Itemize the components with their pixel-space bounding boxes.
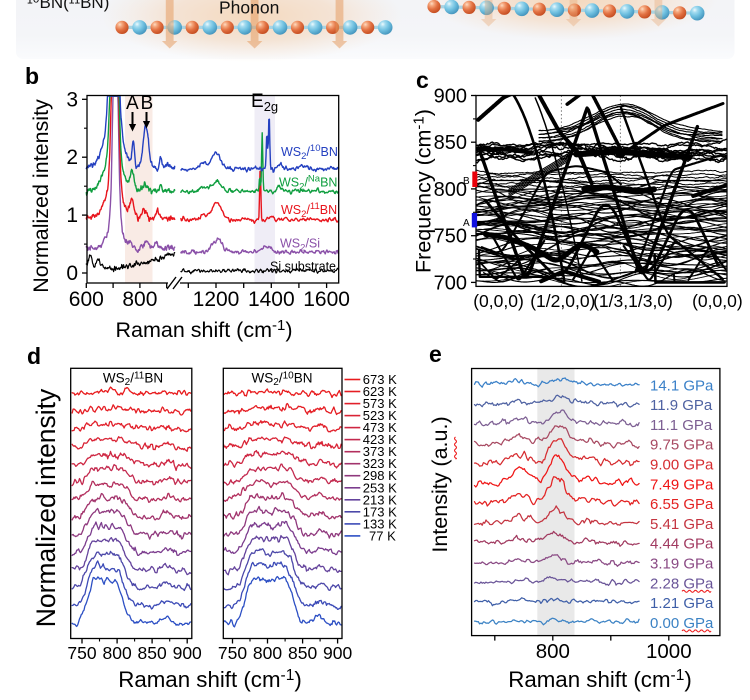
svg-text:Frequency (cm-1): Frequency (cm-1) [411, 109, 436, 273]
svg-text:WS2/10BN: WS2/10BN [281, 143, 338, 162]
svg-text:373 K: 373 K [363, 444, 397, 459]
svg-text:423 K: 423 K [363, 432, 397, 447]
svg-text:B: B [463, 176, 470, 187]
svg-text:173 K: 173 K [363, 504, 397, 519]
svg-text:5.41 GPa: 5.41 GPa [650, 516, 714, 533]
svg-text:Raman shift (cm-1): Raman shift (cm-1) [115, 317, 292, 342]
svg-text:c: c [416, 67, 429, 93]
svg-text:573 K: 573 K [363, 396, 397, 411]
svg-text:Intensity (a.u.): Intensity (a.u.) [428, 416, 452, 552]
svg-text:b: b [25, 63, 39, 89]
svg-text:850: 850 [137, 643, 166, 663]
svg-text:Normalized intensity: Normalized intensity [29, 99, 53, 293]
svg-text:253 K: 253 K [363, 480, 397, 495]
svg-text:7.49 GPa: 7.49 GPa [650, 476, 714, 493]
svg-text:3.19 GPa: 3.19 GPa [650, 556, 714, 573]
svg-text:Phonon: Phonon [219, 0, 279, 18]
svg-text:77 K: 77 K [369, 528, 396, 543]
svg-text:700: 700 [434, 272, 467, 294]
svg-text:(0,0,0): (0,0,0) [692, 291, 743, 311]
svg-text:750: 750 [67, 643, 96, 663]
svg-text:800: 800 [102, 643, 131, 663]
svg-text:2: 2 [66, 146, 78, 169]
svg-text:900: 900 [173, 643, 202, 663]
svg-text:900: 900 [434, 86, 467, 108]
svg-text:11.9 GPa: 11.9 GPa [650, 397, 713, 414]
svg-text:Si substrate: Si substrate [270, 260, 336, 274]
svg-text:523 K: 523 K [363, 408, 397, 423]
svg-text:800: 800 [122, 288, 157, 311]
svg-text:4.44 GPa: 4.44 GPa [650, 536, 714, 553]
svg-text:1.21 GPa: 1.21 GPa [650, 595, 714, 612]
svg-text:298 K: 298 K [363, 468, 397, 483]
svg-text:WS2/11BN: WS2/11BN [103, 371, 163, 389]
svg-text:1600: 1600 [303, 288, 350, 311]
svg-text:Raman shift (cm-1): Raman shift (cm-1) [508, 667, 692, 692]
svg-text:900: 900 [323, 643, 352, 663]
svg-text:750: 750 [434, 226, 467, 248]
svg-text:850: 850 [288, 643, 317, 663]
svg-text:¹⁰BN(¹¹BN): ¹⁰BN(¹¹BN) [27, 0, 109, 12]
svg-text:800: 800 [536, 640, 570, 663]
svg-text:11.1 GPa: 11.1 GPa [650, 417, 713, 434]
svg-text:A: A [463, 218, 470, 229]
svg-text:B: B [141, 93, 154, 114]
svg-text:323 K: 323 K [363, 456, 397, 471]
svg-text:1200: 1200 [193, 288, 240, 311]
svg-text:0: 0 [66, 262, 78, 285]
svg-text:WS2/Si: WS2/Si [280, 237, 320, 254]
svg-text:14.1 GPa: 14.1 GPa [650, 377, 714, 394]
svg-text:750: 750 [218, 643, 247, 663]
svg-text:1: 1 [66, 204, 78, 227]
svg-text:673 K: 673 K [363, 372, 397, 387]
svg-text:600: 600 [69, 288, 104, 311]
svg-text:Raman shift (cm-1): Raman shift (cm-1) [118, 667, 302, 692]
svg-text:1400: 1400 [248, 288, 295, 311]
svg-text:d: d [27, 343, 41, 369]
svg-text:(0,0,0): (0,0,0) [473, 291, 524, 311]
svg-text:WS2/11BN: WS2/11BN [281, 201, 337, 220]
svg-text:6.55 GPa: 6.55 GPa [650, 496, 714, 513]
svg-text:(1/2,0,0): (1/2,0,0) [530, 291, 595, 311]
svg-text:0.00 GPa: 0.00 GPa [650, 615, 714, 632]
svg-text:800: 800 [434, 179, 467, 201]
svg-text:800: 800 [253, 643, 282, 663]
svg-text:1000: 1000 [646, 640, 692, 663]
svg-text:133 K: 133 K [363, 516, 397, 531]
svg-text:3: 3 [66, 88, 78, 111]
svg-text:213 K: 213 K [363, 492, 397, 507]
svg-text:(1/3,1/3,0): (1/3,1/3,0) [593, 291, 673, 311]
svg-text:A: A [126, 93, 139, 114]
svg-text:e: e [429, 341, 442, 367]
svg-text:850: 850 [434, 132, 467, 154]
svg-text:WS2/NaBN: WS2/NaBN [279, 174, 337, 193]
svg-text:473 K: 473 K [363, 420, 397, 435]
svg-text:623 K: 623 K [363, 384, 397, 399]
svg-text:9.00 GPa: 9.00 GPa [650, 457, 714, 474]
svg-text:Normalized intensity: Normalized intensity [31, 388, 61, 627]
svg-text:2.28 GPa: 2.28 GPa [650, 575, 714, 592]
svg-text:9.75 GPa: 9.75 GPa [650, 437, 714, 454]
svg-text:WS2/10BN: WS2/10BN [252, 371, 313, 389]
